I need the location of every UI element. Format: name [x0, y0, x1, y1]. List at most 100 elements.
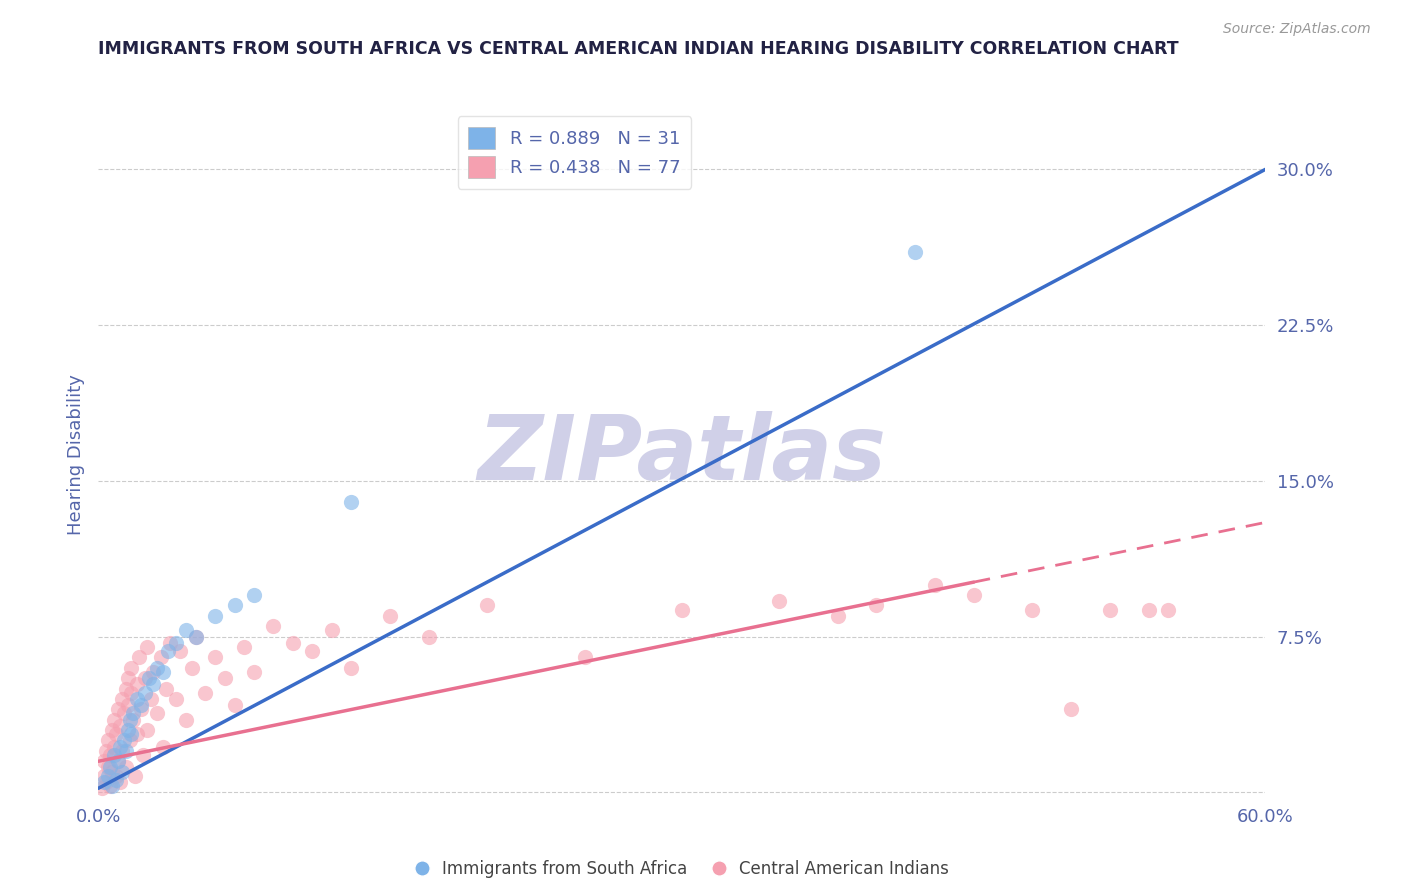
Point: [117, 698, 139, 713]
Point: [418, 630, 440, 644]
Point: [98, 760, 121, 774]
Point: [574, 650, 596, 665]
Point: [136, 723, 159, 738]
Point: [477, 599, 499, 613]
Point: [127, 692, 149, 706]
Point: [146, 661, 169, 675]
Point: [101, 764, 124, 779]
Point: [114, 744, 136, 758]
Point: [118, 713, 141, 727]
Point: [233, 640, 256, 654]
Point: [152, 739, 174, 754]
Point: [93, 769, 115, 783]
Point: [104, 727, 127, 741]
Point: [98, 779, 121, 793]
Point: [103, 713, 125, 727]
Point: [121, 661, 143, 675]
Point: [117, 671, 139, 685]
Point: [224, 698, 246, 713]
Point: [134, 686, 156, 700]
Point: [152, 665, 174, 679]
Point: [165, 692, 187, 706]
Point: [108, 775, 131, 789]
Text: IMMIGRANTS FROM SOUTH AFRICA VS CENTRAL AMERICAN INDIAN HEARING DISABILITY CORRE: IMMIGRANTS FROM SOUTH AFRICA VS CENTRAL …: [98, 40, 1180, 58]
Point: [184, 630, 207, 644]
Point: [157, 644, 180, 658]
Point: [129, 698, 152, 713]
Point: [98, 747, 121, 762]
Point: [180, 661, 202, 675]
Point: [134, 671, 156, 685]
Point: [107, 754, 129, 768]
Point: [108, 739, 131, 754]
Point: [96, 775, 118, 789]
Point: [204, 650, 226, 665]
Point: [204, 608, 226, 623]
Point: [117, 723, 139, 738]
Point: [146, 706, 169, 721]
Point: [142, 665, 165, 679]
Point: [91, 781, 114, 796]
Point: [136, 640, 159, 654]
Point: [97, 769, 120, 783]
Point: [103, 739, 125, 754]
Point: [243, 588, 266, 602]
Point: [904, 245, 927, 260]
Point: [104, 769, 127, 783]
Point: [127, 727, 149, 741]
Point: [127, 677, 149, 691]
Point: [301, 644, 323, 658]
Point: [174, 624, 197, 638]
Point: [93, 775, 115, 789]
Point: [184, 630, 207, 644]
Point: [139, 692, 162, 706]
Point: [155, 681, 177, 696]
Point: [159, 636, 181, 650]
Point: [962, 588, 984, 602]
Point: [1157, 602, 1180, 616]
Point: [1098, 602, 1121, 616]
Point: [128, 650, 150, 665]
Point: [101, 723, 124, 738]
Point: [169, 644, 191, 658]
Point: [118, 733, 141, 747]
Point: [1137, 602, 1160, 616]
Point: [138, 671, 160, 685]
Point: [132, 747, 155, 762]
Legend: Immigrants from South Africa, Central American Indians: Immigrants from South Africa, Central Am…: [409, 854, 955, 885]
Point: [224, 599, 246, 613]
Point: [107, 754, 129, 768]
Point: [671, 602, 693, 616]
Point: [108, 719, 131, 733]
Point: [321, 624, 343, 638]
Point: [378, 608, 402, 623]
Point: [340, 661, 363, 675]
Point: [114, 760, 136, 774]
Point: [924, 578, 946, 592]
Point: [107, 702, 129, 716]
Point: [111, 744, 134, 758]
Point: [122, 706, 145, 721]
Point: [97, 733, 120, 747]
Point: [1021, 602, 1043, 616]
Point: [281, 636, 304, 650]
Point: [768, 594, 790, 608]
Point: [101, 779, 124, 793]
Point: [103, 747, 125, 762]
Point: [827, 608, 849, 623]
Point: [865, 599, 887, 613]
Point: [121, 686, 143, 700]
Y-axis label: Hearing Disability: Hearing Disability: [66, 375, 84, 535]
Point: [96, 744, 118, 758]
Point: [194, 686, 217, 700]
Point: [340, 494, 363, 508]
Text: Source: ZipAtlas.com: Source: ZipAtlas.com: [1223, 22, 1371, 37]
Point: [165, 636, 187, 650]
Point: [129, 702, 152, 716]
Point: [121, 727, 143, 741]
Point: [112, 706, 135, 721]
Point: [142, 677, 165, 691]
Point: [111, 692, 134, 706]
Point: [149, 650, 172, 665]
Point: [174, 713, 197, 727]
